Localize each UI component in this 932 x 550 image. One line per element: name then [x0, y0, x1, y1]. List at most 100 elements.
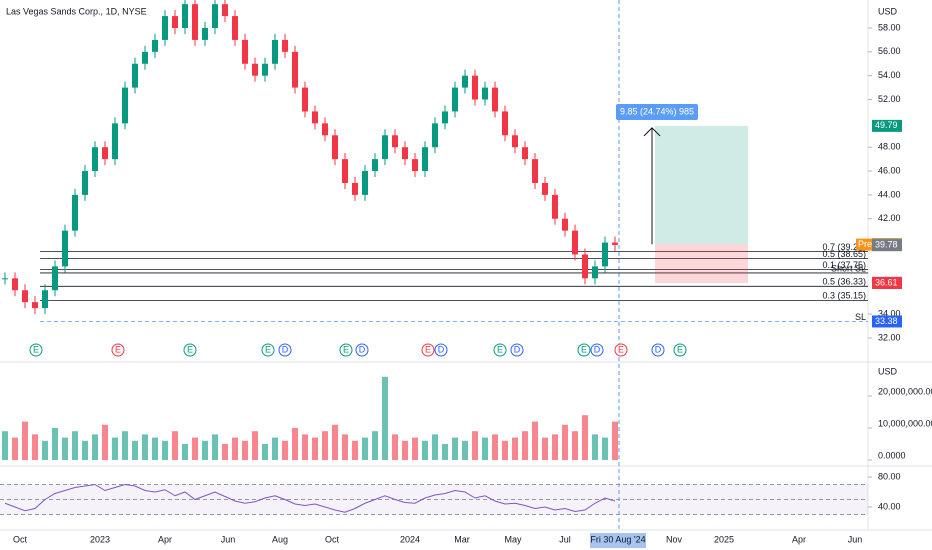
level-label: Short SL: [831, 263, 866, 273]
candle: [92, 147, 98, 172]
loss-zone: [655, 244, 748, 283]
volume-bar: [402, 440, 408, 460]
x-tick-label: Jun: [221, 534, 236, 544]
event-icon: [651, 343, 665, 357]
volume-bar: [172, 431, 178, 460]
event-label: D: [438, 344, 445, 354]
candle: [212, 4, 218, 28]
arrow-head: [643, 127, 661, 137]
candle: [242, 39, 248, 64]
volume-bar: [452, 437, 458, 460]
volume-bar: [432, 434, 438, 460]
event-label: E: [581, 344, 587, 354]
event-icon: [421, 343, 435, 357]
volume-bar: [572, 431, 578, 460]
event-icon: [590, 343, 604, 357]
candle: [32, 302, 38, 309]
candle: [492, 87, 498, 112]
volume-bar: [322, 431, 328, 460]
event-label: E: [677, 344, 683, 354]
event-icon: [510, 343, 524, 357]
y-tick-label: 52.00: [878, 94, 901, 104]
x-tick-label: Jul: [559, 534, 571, 544]
candle: [362, 171, 368, 195]
volume-bar: [192, 437, 198, 460]
y-tick-label: 54.00: [878, 70, 901, 80]
event-label: E: [33, 344, 39, 354]
volume-bar: [82, 440, 88, 460]
volume-bar: [32, 434, 38, 460]
event-icon: [614, 343, 628, 357]
x-tick-label: Nov: [666, 534, 683, 544]
price-tag: [872, 119, 902, 132]
currency: USD: [878, 366, 898, 376]
candle: [82, 171, 88, 195]
volume-bar: [542, 437, 548, 460]
volume-bar: [602, 437, 608, 460]
x-tick-label: 2025: [714, 534, 734, 544]
candle: [412, 159, 418, 172]
volume-bar: [122, 431, 128, 460]
volume-bar: [142, 434, 148, 460]
volume-bar: [592, 434, 598, 460]
volume-bar: [582, 415, 588, 460]
candle: [22, 290, 28, 303]
candle: [272, 39, 278, 64]
x-highlight: [590, 533, 646, 548]
volume-bar: [162, 440, 168, 460]
event-icon: [339, 343, 353, 357]
price-tag-label: 39.78: [875, 240, 898, 250]
x-tick-label: Mar: [454, 534, 470, 544]
volume-bar: [2, 431, 8, 460]
price-tag-label: 33.38: [875, 316, 898, 326]
candle: [302, 87, 308, 112]
candle: [2, 278, 8, 280]
chart-title: Las Vegas Sands Corp., 1D, NYSE: [6, 6, 147, 16]
volume-bar: [422, 440, 428, 460]
candle: [12, 278, 18, 291]
candle: [72, 194, 78, 231]
event-icon: [29, 343, 43, 357]
volume-bar: [522, 431, 528, 460]
x-tick-label: Apr: [792, 534, 806, 544]
volume-bar: [42, 440, 48, 460]
candle: [312, 111, 318, 124]
candle: [142, 51, 148, 64]
volume-bar: [302, 434, 308, 460]
volume-bar: [222, 444, 228, 460]
event-label: D: [655, 344, 662, 354]
candle: [162, 16, 168, 40]
candle: [432, 123, 438, 148]
volume-bar: [292, 428, 298, 460]
candle: [372, 159, 378, 172]
volume-bar: [532, 421, 538, 460]
candle: [342, 159, 348, 183]
candle: [502, 111, 508, 136]
event-icon: [577, 343, 591, 357]
x-tick-label: May: [504, 534, 522, 544]
candle: [122, 87, 128, 124]
y-tick-label: 32.00: [878, 332, 901, 342]
candle: [52, 266, 58, 291]
volume-bar: [362, 437, 368, 460]
event-label: E: [187, 344, 193, 354]
volume-bar: [352, 440, 358, 460]
candle: [562, 218, 568, 231]
y-tick-label: 42.00: [878, 213, 901, 223]
pre-label: Pre: [858, 239, 872, 249]
candle: [182, 4, 188, 28]
candle: [602, 242, 608, 267]
level-label: SL: [855, 312, 866, 322]
candle: [292, 51, 298, 88]
volume-bar: [242, 440, 248, 460]
volume-bar: [182, 444, 188, 460]
event-label: E: [618, 344, 624, 354]
candle: [542, 182, 548, 195]
volume-bar: [152, 437, 158, 460]
volume-bar: [22, 421, 28, 460]
rsi-line: [4, 483, 616, 513]
event-label: D: [359, 344, 366, 354]
volume-bar: [62, 437, 68, 460]
position-label: 9.85 (24.74%) 985: [620, 106, 694, 116]
volume-bar: [112, 437, 118, 460]
